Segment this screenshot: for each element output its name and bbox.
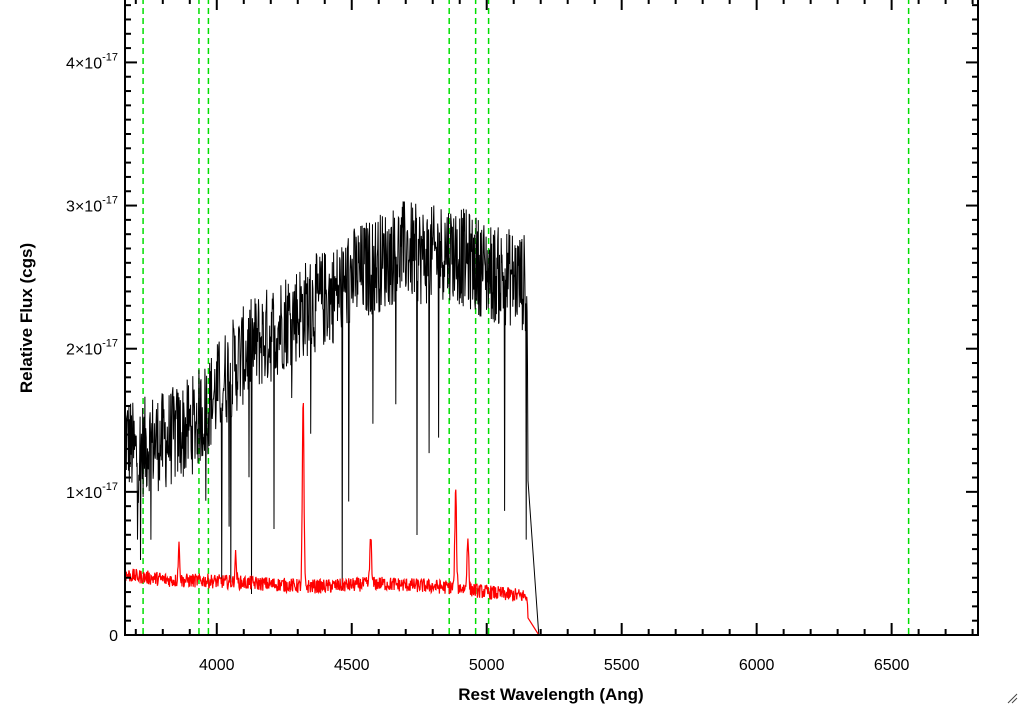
y-tick-label: 1×10-17 [66, 481, 118, 502]
error-line [124, 402, 971, 636]
axis-ticks [125, 0, 978, 636]
reference-lines [142, 0, 910, 635]
x-tick-label: 6500 [874, 657, 910, 674]
series-layer [124, 201, 971, 636]
x-tick-label: 6000 [739, 657, 775, 674]
plot-frame [124, 0, 979, 636]
x-tick-label: 5500 [604, 657, 640, 674]
x-tick-label: 5000 [469, 657, 505, 674]
x-tick-label: 4000 [199, 657, 235, 674]
spectrum-line [124, 201, 971, 636]
y-tick-label: 0 [109, 628, 118, 645]
y-tick-label: 4×10-17 [66, 51, 118, 72]
resize-grip-icon[interactable] [1006, 692, 1018, 704]
y-tick-label: 2×10-17 [66, 338, 118, 359]
x-tick-label: 4500 [334, 657, 370, 674]
x-axis-title: Rest Wavelength (Ang) [458, 685, 643, 704]
y-axis-title: Relative Flux (cgs) [17, 243, 36, 393]
y-tick-label: 3×10-17 [66, 195, 118, 216]
y-tick-labels: 0 1×10-17 2×10-17 3×10-17 4×10-17 [66, 51, 118, 645]
x-tick-labels: 4000 4500 5000 5500 6000 6500 [199, 657, 910, 674]
